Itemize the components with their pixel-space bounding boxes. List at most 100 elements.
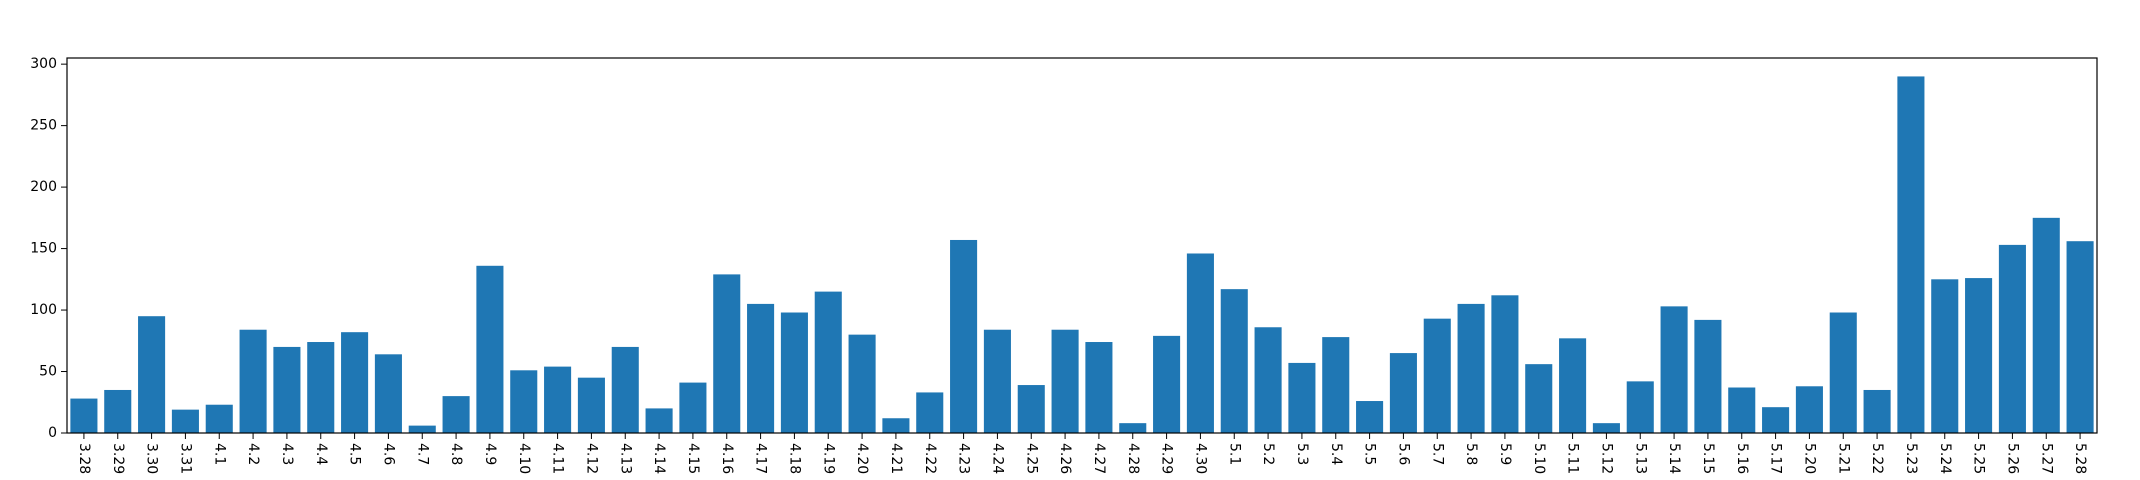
x-tick-label: 5.8 [1463, 443, 1479, 465]
y-axis: 0 50 100 150 200 250 300 [30, 56, 67, 441]
x-tick-label: 4.7 [414, 443, 430, 465]
x-tick-label: 4.9 [482, 443, 498, 465]
x-tick-label: 4.29 [1159, 443, 1175, 474]
bar-5.16 [1728, 387, 1756, 433]
x-tick-label: 5.28 [2072, 443, 2088, 474]
y-tick-label: 250 [30, 118, 57, 134]
x-tick-label: 5.5 [1362, 443, 1378, 465]
bar-4.8 [442, 396, 470, 433]
bar-4.18 [780, 312, 808, 433]
bar-5.23 [1897, 76, 1925, 433]
bar-5.13 [1626, 381, 1654, 433]
x-tick-label: 4.25 [1023, 443, 1039, 474]
bar-4.19 [814, 291, 842, 433]
x-tick-label: 3.31 [177, 443, 193, 474]
x-tick-label: 4.26 [1057, 443, 1073, 474]
bar-4.22 [916, 392, 944, 433]
bar-4.30 [1186, 253, 1214, 433]
bar-5.4 [1322, 337, 1350, 433]
bar-4.4 [307, 342, 335, 433]
x-tick-label: 4.30 [1192, 443, 1208, 474]
bar-5.7 [1423, 318, 1451, 433]
bar-3.29 [104, 389, 132, 433]
x-tick-label: 4.12 [583, 443, 599, 474]
x-tick-label: 4.17 [753, 443, 769, 474]
bar-5.28 [2066, 241, 2094, 433]
bar-4.10 [510, 370, 538, 433]
x-tick-label: 5.12 [1598, 443, 1614, 474]
x-tick-label: 4.24 [989, 443, 1005, 474]
y-tick-label: 150 [30, 241, 57, 257]
x-tick-label: 5.13 [1632, 443, 1648, 474]
bar-5.27 [2032, 217, 2060, 433]
x-tick-label: 4.18 [786, 443, 802, 474]
bar-4.15 [679, 382, 707, 433]
x-tick-label: 4.27 [1091, 443, 1107, 474]
x-tick-label: 4.4 [313, 443, 329, 465]
bar-5.21 [1829, 312, 1857, 433]
x-tick-label: 4.21 [888, 443, 904, 474]
x-tick-label: 5.2 [1260, 443, 1276, 465]
x-tick-label: 5.25 [1971, 443, 1987, 474]
bar-5.6 [1389, 353, 1417, 433]
x-tick-label: 3.28 [76, 443, 92, 474]
x-tick-label: 5.9 [1497, 443, 1513, 465]
bar-4.1 [205, 404, 233, 433]
x-tick-label: 5.10 [1531, 443, 1547, 474]
x-tick-label: 4.16 [719, 443, 735, 474]
bar-4.28 [1119, 423, 1147, 433]
bar-5.15 [1694, 319, 1722, 433]
x-tick-label: 3.29 [110, 443, 126, 474]
bar-4.29 [1153, 335, 1181, 433]
bar-5.12 [1592, 423, 1620, 433]
x-tick-label: 5.20 [1801, 443, 1817, 474]
bar-5.14 [1660, 306, 1688, 433]
x-tick-label: 5.24 [1937, 443, 1953, 474]
bar-5.2 [1254, 327, 1282, 433]
bar-5.10 [1525, 364, 1553, 433]
bar-5.1 [1220, 289, 1248, 433]
bar-4.27 [1085, 342, 1113, 433]
x-tick-label: 4.14 [651, 443, 667, 474]
bar-4.9 [476, 265, 504, 433]
bar-5.20 [1795, 386, 1823, 433]
x-tick-label: 5.3 [1294, 443, 1310, 465]
y-tick-label: 50 [39, 364, 57, 380]
bar-3.30 [138, 316, 166, 433]
bar-5.25 [1965, 278, 1993, 433]
x-tick-label: 4.2 [245, 443, 261, 465]
bar-5.17 [1762, 407, 1790, 433]
x-tick-label: 5.22 [1869, 443, 1885, 474]
x-axis: 3.28 3.29 3.30 3.31 4.1 4.2 4.3 4.4 4.5 4.6 4.7 4.8… [76, 433, 2088, 474]
x-tick-label: 4.1 [211, 443, 227, 465]
x-tick-label: 5.1 [1226, 443, 1242, 465]
bar-5.11 [1559, 338, 1587, 433]
x-tick-label: 4.20 [854, 443, 870, 474]
y-tick-label: 0 [48, 425, 57, 441]
bar-5.3 [1288, 362, 1316, 433]
bars-group [70, 76, 2094, 433]
y-tick-label: 200 [30, 179, 57, 195]
bar-4.21 [882, 418, 910, 433]
y-tick-label: 100 [30, 302, 57, 318]
bar-5.5 [1356, 401, 1384, 433]
bar-3.28 [70, 398, 98, 433]
bar-4.7 [408, 425, 436, 433]
bar-4.24 [983, 329, 1011, 433]
x-tick-label: 4.10 [516, 443, 532, 474]
bar-4.25 [1017, 385, 1045, 433]
bar-4.13 [611, 346, 639, 433]
x-tick-label: 4.3 [279, 443, 295, 465]
x-tick-label: 4.6 [380, 443, 396, 465]
x-tick-label: 5.23 [1903, 443, 1919, 474]
x-tick-label: 5.27 [2038, 443, 2054, 474]
x-tick-label: 5.17 [1768, 443, 1784, 474]
bar-4.14 [645, 408, 673, 433]
bar-4.17 [747, 303, 775, 433]
bar-3.31 [171, 409, 199, 433]
x-tick-label: 5.4 [1328, 443, 1344, 465]
bar-4.3 [273, 346, 301, 433]
bar-4.11 [544, 366, 572, 433]
x-tick-label: 4.5 [347, 443, 363, 465]
